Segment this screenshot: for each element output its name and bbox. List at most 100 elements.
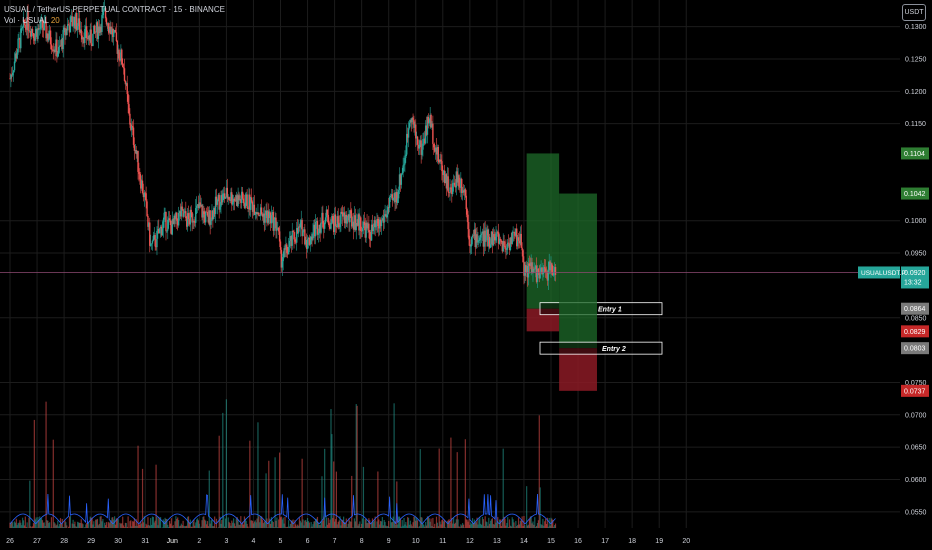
- volume-bar: [57, 520, 59, 528]
- volume-bar: [180, 523, 182, 528]
- candle-body: [49, 30, 52, 45]
- volume-bar: [146, 525, 148, 528]
- volume-bar: [382, 525, 384, 528]
- volume-bar: [439, 521, 441, 528]
- volume-bar: [183, 525, 185, 528]
- candle-body: [78, 18, 81, 33]
- candle-body: [12, 72, 14, 76]
- volume-bar: [201, 520, 203, 528]
- currency-unit-button[interactable]: USDT: [902, 4, 926, 21]
- candle-body: [307, 237, 310, 240]
- volume-bar: [218, 435, 220, 528]
- volume-bar: [479, 517, 481, 528]
- volume-bar: [143, 516, 145, 528]
- volume-bar: [58, 526, 60, 528]
- candle-body: [284, 248, 286, 250]
- candle-body: [525, 266, 528, 273]
- candle-body: [488, 236, 490, 247]
- volume-bar: [481, 517, 484, 528]
- time-axis-label: 27: [33, 538, 41, 545]
- volume-bar: [142, 522, 145, 528]
- candle-body: [359, 217, 361, 231]
- volume-bar: [454, 522, 457, 528]
- candle-body: [513, 231, 515, 233]
- volume-bar: [58, 523, 61, 528]
- time-axis-label: 9: [387, 538, 391, 545]
- symbol-tag-bg: [858, 266, 900, 279]
- candle-body: [319, 224, 321, 233]
- volume-bar: [168, 526, 170, 528]
- volume-bar: [110, 520, 112, 528]
- volume-bar: [273, 527, 275, 528]
- candle-body: [508, 243, 511, 251]
- candle-body: [161, 228, 164, 236]
- candle-body: [294, 239, 296, 242]
- time-axis: [0, 528, 932, 550]
- candle-body: [466, 209, 468, 215]
- volume-bar: [357, 525, 359, 528]
- volume-bar: [116, 518, 118, 528]
- candle-body: [66, 28, 68, 31]
- volume-bar: [478, 519, 480, 528]
- volume-bar: [385, 525, 387, 528]
- volume-bar: [361, 523, 363, 528]
- candle-body: [313, 224, 315, 233]
- candle-body: [206, 212, 209, 216]
- candle-body: [433, 147, 436, 152]
- stop-price-tag-2: 0.0737: [904, 388, 926, 395]
- candle-body: [186, 218, 188, 227]
- candle-body: [362, 221, 365, 229]
- candle-body: [241, 191, 244, 199]
- volume-bar: [198, 523, 200, 528]
- volume-bar: [331, 434, 333, 528]
- candle-body: [316, 221, 319, 235]
- volume-bar: [310, 522, 312, 528]
- candle-body: [547, 269, 549, 281]
- volume-bar: [317, 522, 319, 528]
- volume-bar: [369, 520, 371, 528]
- volume-bar: [149, 525, 151, 528]
- volume-bar: [519, 520, 521, 528]
- candle-body: [448, 192, 450, 193]
- volume-bar: [530, 516, 532, 528]
- volume-bar: [405, 521, 407, 528]
- volume-bar: [545, 524, 548, 528]
- volume-bar: [298, 517, 301, 528]
- volume-bar: [186, 525, 188, 528]
- volume-bar: [197, 520, 200, 528]
- candle-body: [350, 210, 352, 214]
- candle-body: [391, 194, 394, 201]
- volume-bar: [267, 527, 269, 528]
- volume-bar: [297, 524, 299, 528]
- candle-body: [30, 28, 33, 37]
- candle-body: [458, 175, 460, 187]
- candle-body: [19, 38, 21, 49]
- price-axis-label: 0.0650: [905, 445, 927, 452]
- candle-body: [509, 237, 512, 251]
- volume-bar: [409, 520, 411, 528]
- volume-bar: [276, 517, 278, 528]
- volume-bar: [546, 517, 548, 528]
- volume-bar: [191, 526, 193, 528]
- volume-bar: [25, 526, 27, 528]
- current-price-tag: 0.0920: [904, 270, 926, 277]
- volume-bar: [537, 520, 539, 528]
- volume-bar: [542, 518, 544, 528]
- candle-body: [189, 209, 192, 225]
- volume-bar: [365, 518, 367, 528]
- candle-body: [177, 212, 180, 226]
- volume-bar: [66, 525, 68, 528]
- candle-body: [221, 195, 223, 203]
- volume-bar: [99, 516, 101, 528]
- candle-body: [197, 204, 200, 208]
- candle-body: [39, 20, 42, 29]
- candle-body: [464, 189, 467, 196]
- candle-body: [89, 29, 91, 41]
- candle-body: [148, 222, 150, 227]
- candle-body: [289, 236, 292, 241]
- candle-body: [422, 138, 424, 150]
- candle-body: [170, 225, 173, 235]
- candle-body: [504, 245, 506, 249]
- candle-body: [223, 193, 226, 199]
